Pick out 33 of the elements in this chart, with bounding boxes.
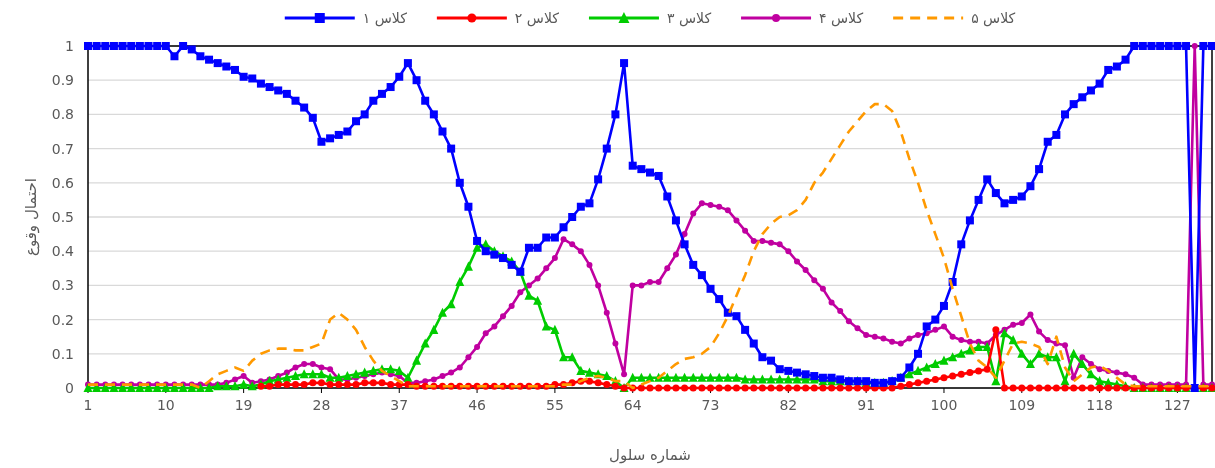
x-tick-label: 100: [930, 397, 958, 413]
x-axis-title: شماره سلول: [609, 446, 691, 464]
x-tick-label: 46: [468, 397, 487, 413]
legend-label: کلاس ۲: [514, 10, 560, 27]
y-tick-label: 0.8: [51, 106, 74, 123]
x-tick-label: 55: [545, 397, 564, 413]
x-tick-label: 82: [779, 397, 798, 413]
legend-label: کلاس ۴: [819, 10, 864, 27]
x-tick-label: 37: [390, 397, 409, 413]
y-axis-title: احتمال وقوع: [22, 178, 40, 256]
x-tick-label: 10: [156, 397, 175, 413]
x-tick-label: 28: [312, 397, 331, 413]
y-tick-label: 0.3: [51, 277, 74, 294]
x-tick-label: 91: [857, 397, 876, 413]
legend-label: کلاس ۳: [666, 10, 712, 27]
y-tick-label: 0.2: [51, 311, 74, 328]
y-tick-label: 0.9: [51, 72, 74, 89]
y-tick-label: 1: [65, 38, 74, 54]
y-tick-label: 0.4: [51, 243, 75, 260]
x-tick-label: 109: [1008, 397, 1036, 413]
x-tick-label: 19: [234, 397, 253, 413]
x-tick-label: 1: [83, 397, 93, 413]
y-tick-label: 0.6: [51, 174, 75, 191]
y-tick-label: 0.7: [51, 140, 74, 157]
y-tick-label: 0.5: [51, 209, 74, 225]
y-tick-label: 0.1: [51, 345, 74, 362]
x-tick-label: 127: [1164, 397, 1191, 413]
legend-label: کلاس ۱: [362, 10, 408, 27]
x-tick-label: 118: [1086, 397, 1113, 413]
y-tick-label: 0: [65, 380, 74, 396]
legend-label: کلاس ۵: [971, 10, 1016, 27]
x-tick-label: 73: [701, 397, 720, 413]
x-tick-label: 64: [623, 397, 642, 413]
